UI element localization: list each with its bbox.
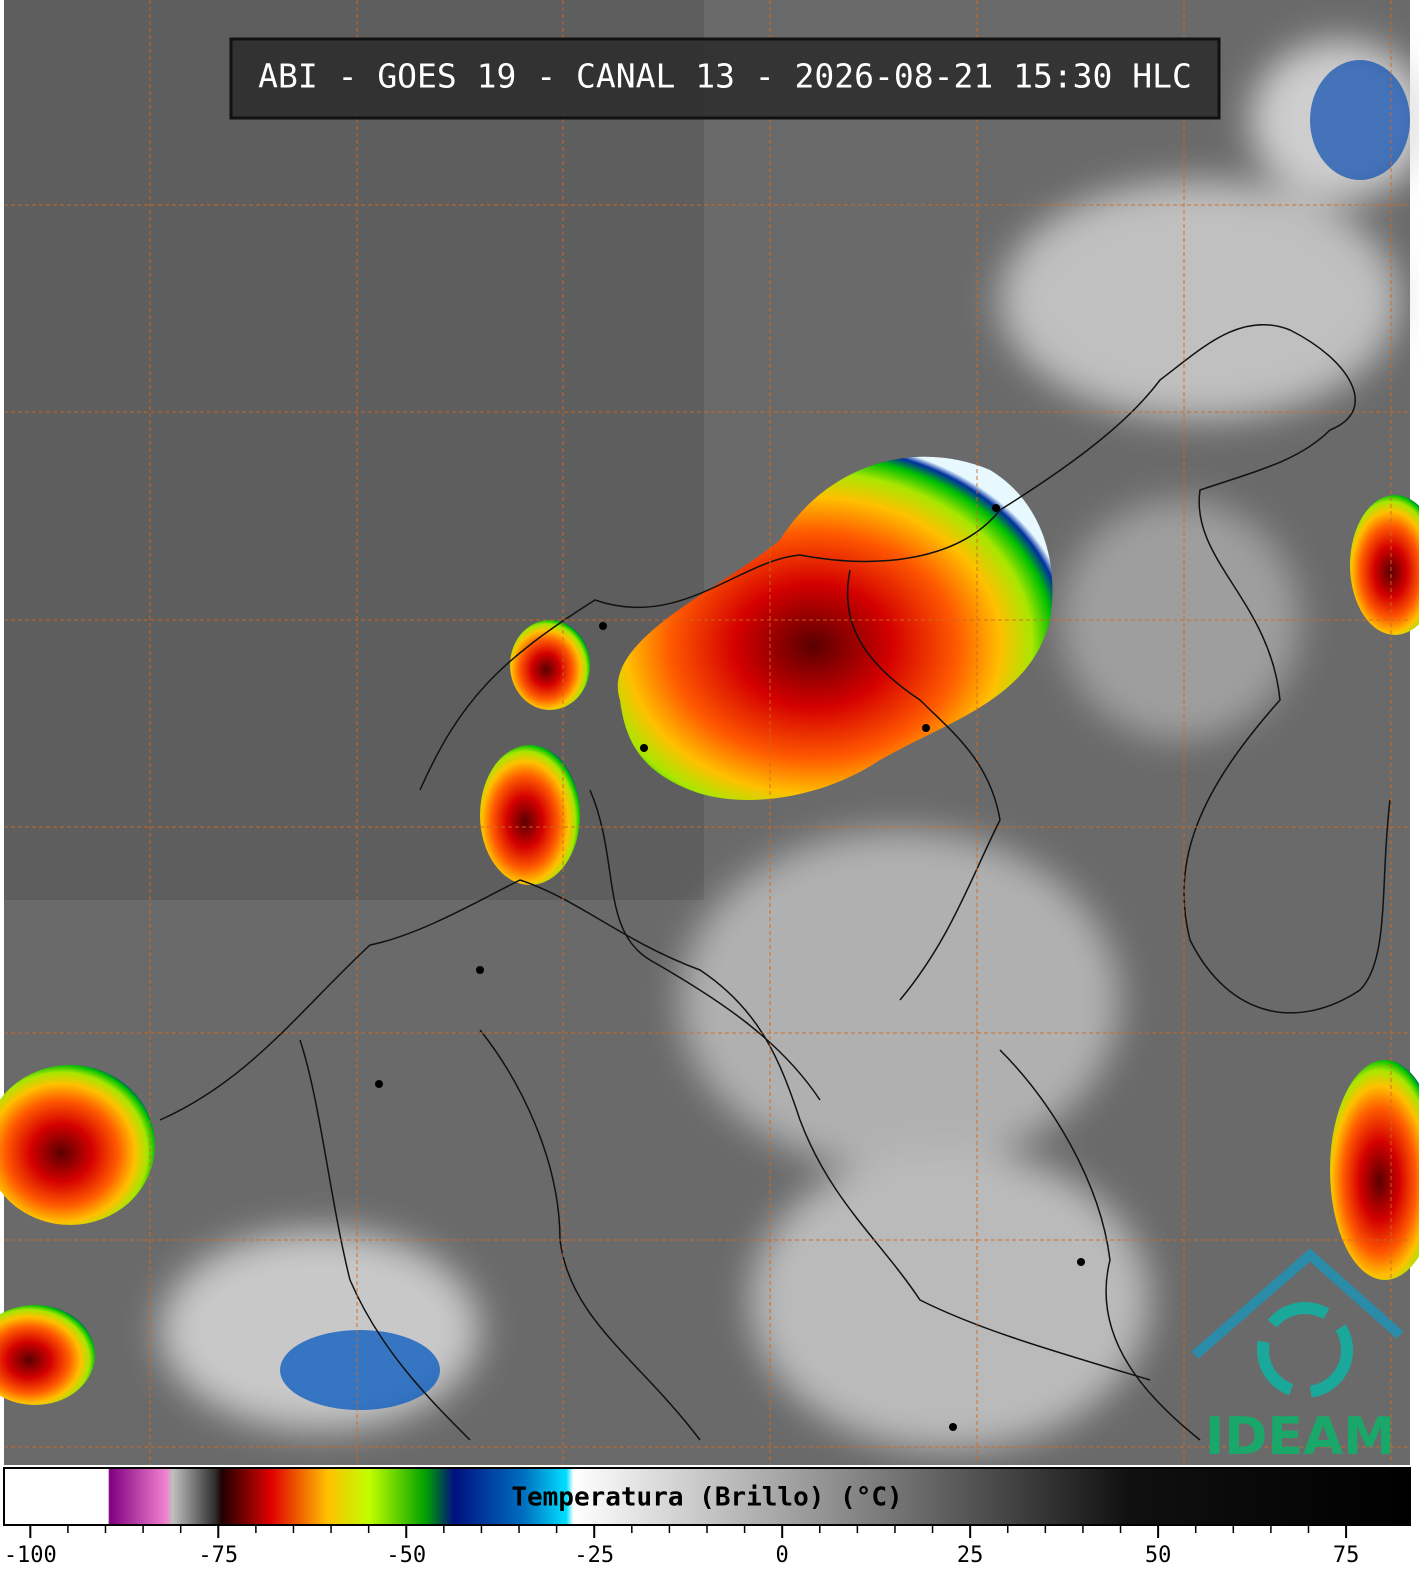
colorbar-axis: -100 -75 -50 -25 0 25 50 75 (4, 1526, 1360, 1568)
tick-label: 75 (1333, 1543, 1360, 1568)
title-box (229, 37, 1221, 120)
tick-label: -75 (198, 1543, 238, 1568)
logo-text: IDEAM (1205, 1407, 1395, 1467)
tick-label: -100 (4, 1543, 57, 1568)
title: ABI - GOES 19 - CANAL 13 - 2026-08-21 15… (258, 57, 1192, 96)
colorbar-label: Temperatura (Brillo) (°C) (511, 1483, 902, 1513)
tick-label: -25 (574, 1543, 614, 1568)
tick-label: -50 (386, 1543, 426, 1568)
tick-label: 50 (1145, 1543, 1172, 1568)
tick-label: 0 (776, 1543, 789, 1568)
logo: IDEAM (1191, 1248, 1404, 1467)
tick-label: 25 (957, 1543, 984, 1568)
satellite-image (0, 0, 1419, 1465)
colorbar (3, 1467, 1411, 1526)
